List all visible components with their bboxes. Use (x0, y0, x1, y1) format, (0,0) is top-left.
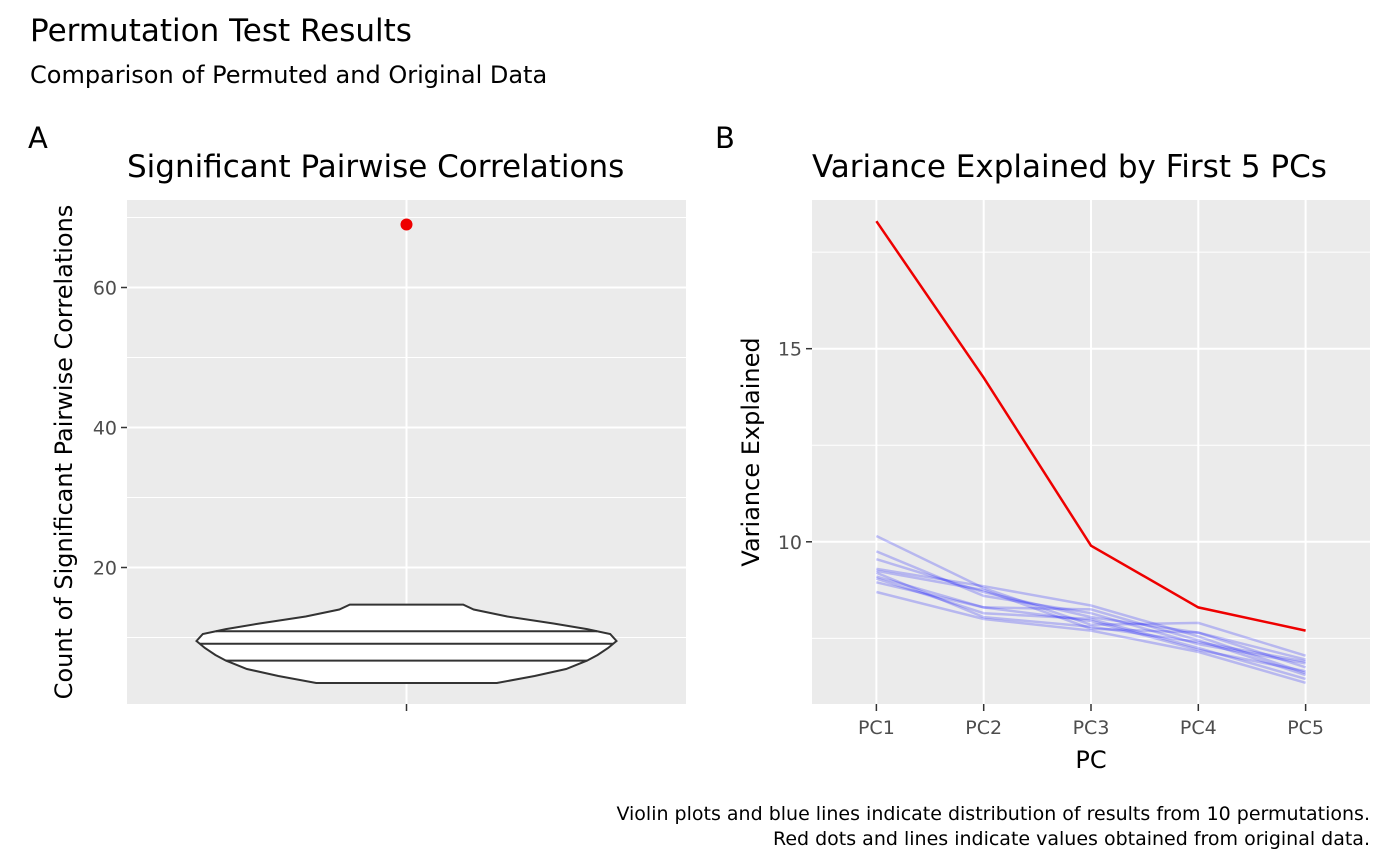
caption-line-2: Red dots and lines indicate values obtai… (773, 828, 1370, 850)
panel-a-original-point (400, 218, 413, 231)
panel-b-permutation-line (876, 558, 1306, 669)
panel-b-permutation-line (875, 550, 1306, 665)
panel-b-y-tick-label: 15 (778, 339, 802, 361)
panel-b-title: Variance Explained by First 5 PCs (812, 149, 1327, 185)
panel-a-y-tick-label: 20 (93, 558, 117, 580)
panel-a-plot-area: 20 40 60 (93, 200, 686, 711)
panel-b-x-tick-label: PC3 (1073, 717, 1110, 739)
panel-a: A Significant Pairwise Correlations Coun… (28, 121, 686, 711)
panel-b-x-tick-label: PC2 (965, 717, 1002, 739)
panel-b-permutation-line (875, 534, 1306, 657)
panel-b-original-line (875, 220, 1306, 632)
panel-b-x-tick-label: PC5 (1287, 717, 1324, 739)
panel-b-permutation-line (876, 581, 1306, 673)
panel-b-plot-area: 10 15 PC1 PC2 PC3 PC4 PC5 (778, 200, 1370, 739)
panel-b-xlabel: PC (1075, 746, 1106, 774)
panel-b-permutation-line (875, 571, 1306, 663)
panel-a-ylabel: Count of Significant Pairwise Correlatio… (50, 205, 78, 700)
panel-b-ylabel: Variance Explained (737, 337, 765, 566)
panel-a-tag: A (28, 121, 48, 155)
figure-title: Permutation Test Results (30, 13, 412, 49)
panel-b: B Variance Explained by First 5 PCs Vari… (715, 121, 1370, 774)
panel-a-y-tick-label: 40 (93, 418, 117, 440)
panel-b-permutation-line (876, 569, 1306, 661)
panel-b-permutation-line (876, 590, 1306, 685)
figure-subtitle: Comparison of Permuted and Original Data (30, 61, 547, 89)
panel-b-x-tick-label: PC1 (858, 717, 895, 739)
panel-a-y-tick-label: 60 (93, 278, 117, 300)
caption-line-1: Violin plots and blue lines indicate dis… (616, 803, 1370, 825)
panel-b-tag: B (715, 121, 735, 155)
panel-a-title: Significant Pairwise Correlations (127, 149, 624, 185)
panel-b-permutation-line (876, 567, 1307, 675)
panel-b-x-tick-label: PC4 (1180, 717, 1217, 739)
panel-b-y-tick-label: 10 (778, 532, 802, 554)
panel-b-permutation-line (876, 575, 1306, 677)
panel-b-permutation-line (876, 577, 1306, 681)
